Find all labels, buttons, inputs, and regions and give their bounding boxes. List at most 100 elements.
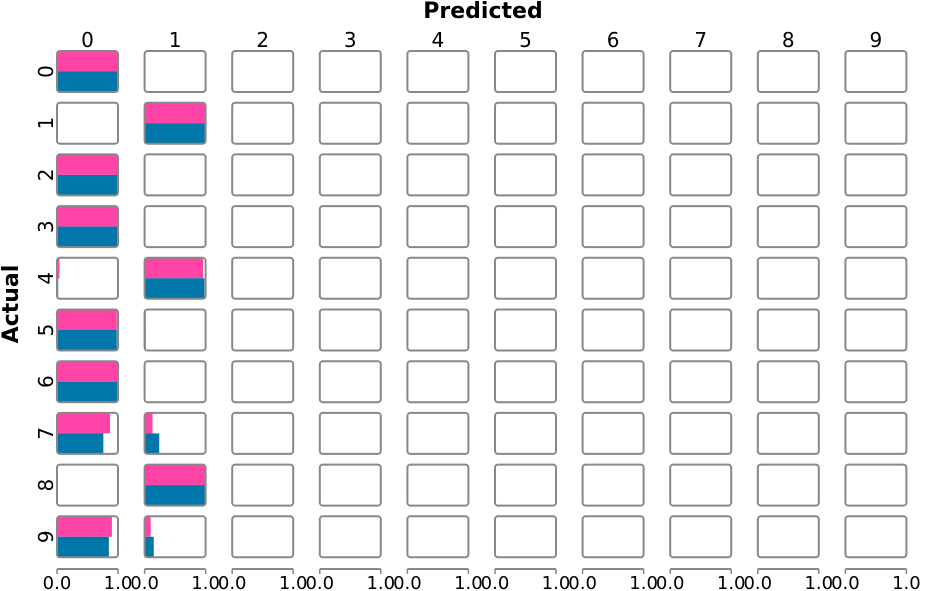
cell-frame bbox=[406, 256, 470, 300]
cell-frame bbox=[318, 101, 382, 145]
cell-frame bbox=[581, 308, 645, 352]
cell-0-4 bbox=[406, 50, 470, 93]
bar bbox=[57, 433, 104, 454]
cell-x-tick-label: 0.0 bbox=[218, 573, 247, 591]
cell-9-4 bbox=[406, 515, 470, 559]
cell-frame bbox=[844, 463, 908, 507]
cell-frame bbox=[669, 101, 733, 145]
cell-frame bbox=[669, 256, 733, 300]
bar bbox=[57, 206, 118, 227]
bar bbox=[57, 536, 109, 558]
cell-frame bbox=[318, 153, 382, 197]
cell-7-6 bbox=[581, 411, 645, 455]
column-label: 3 bbox=[344, 28, 357, 52]
cell-7-7 bbox=[669, 411, 733, 455]
cell-frame bbox=[581, 515, 645, 559]
cell-frame bbox=[56, 101, 119, 145]
bar bbox=[144, 485, 206, 506]
cell-frame bbox=[231, 411, 295, 455]
cell-x-axes: 0.0 1.00.0 1.00.0 1.00.0 1.00.0 1.00.0 1.00.0 1… bbox=[43, 568, 921, 591]
cell-frame bbox=[844, 411, 908, 455]
cell-frame bbox=[756, 153, 820, 197]
cell-5-7 bbox=[669, 308, 733, 352]
cell-7-4 bbox=[406, 411, 470, 455]
cell-frame bbox=[143, 515, 207, 559]
cell-4-4 bbox=[406, 256, 470, 300]
cell-frame bbox=[581, 205, 645, 249]
row-label: 5 bbox=[34, 324, 58, 337]
cell-frame bbox=[143, 463, 207, 507]
row-label: 7 bbox=[34, 427, 58, 440]
cell-frame bbox=[581, 50, 645, 93]
cell-1-5 bbox=[494, 101, 557, 145]
column-label: 1 bbox=[169, 28, 182, 52]
cell-4-0 bbox=[56, 256, 119, 300]
cell-6-7 bbox=[669, 360, 733, 404]
cell-frame bbox=[318, 205, 382, 249]
cell-frame bbox=[231, 360, 295, 404]
cell-x-tick-label: 0.0 bbox=[481, 573, 510, 591]
cell-x-tick-label: 1.0 bbox=[366, 573, 395, 591]
cell-frame bbox=[231, 205, 295, 249]
cell-x-tick-label: 0.0 bbox=[43, 573, 72, 591]
row-label: 0 bbox=[34, 65, 58, 78]
bar bbox=[57, 71, 118, 92]
bar bbox=[144, 412, 153, 434]
cell-3-6 bbox=[581, 205, 645, 249]
cell-frame bbox=[406, 463, 470, 507]
cell-frame bbox=[318, 463, 382, 507]
cell-1-4 bbox=[406, 101, 470, 145]
cell-4-9 bbox=[844, 256, 908, 300]
cell-frame bbox=[56, 308, 119, 352]
cell-5-0 bbox=[56, 308, 119, 352]
cell-5-6 bbox=[581, 308, 645, 352]
cell-6-5 bbox=[494, 360, 557, 404]
cell-8-7 bbox=[669, 463, 733, 507]
cell-0-3 bbox=[318, 50, 382, 93]
cell-frame bbox=[143, 360, 207, 404]
cell-0-2 bbox=[231, 50, 295, 93]
cell-2-4 bbox=[406, 153, 470, 197]
row-label: 2 bbox=[34, 169, 58, 182]
cell-1-8 bbox=[756, 101, 820, 145]
cell-frame bbox=[56, 205, 119, 249]
cell-frame bbox=[844, 205, 908, 249]
row-label: 3 bbox=[34, 220, 58, 233]
cell-x-tick-label: 1.0 bbox=[629, 573, 658, 591]
cell-frame bbox=[406, 101, 470, 145]
cell-frame bbox=[318, 256, 382, 300]
bar bbox=[57, 309, 117, 330]
cell-9-0 bbox=[56, 515, 119, 559]
cell-5-5 bbox=[494, 308, 557, 352]
cell-frame bbox=[581, 256, 645, 300]
cell-frame bbox=[581, 463, 645, 507]
cell-x-tick-label: 0.0 bbox=[568, 573, 597, 591]
cells bbox=[56, 50, 908, 559]
row-label: 6 bbox=[34, 375, 58, 388]
cell-frame bbox=[669, 360, 733, 404]
cell-x-tick-label: 1.0 bbox=[104, 573, 133, 591]
cell-6-3 bbox=[318, 360, 382, 404]
cell-1-7 bbox=[669, 101, 733, 145]
column-label: 5 bbox=[519, 28, 532, 52]
cell-frame bbox=[318, 50, 382, 93]
cell-4-2 bbox=[231, 256, 295, 300]
cell-4-3 bbox=[318, 256, 382, 300]
cell-1-1 bbox=[143, 101, 207, 145]
cell-0-1 bbox=[143, 50, 207, 93]
cell-2-2 bbox=[231, 153, 295, 197]
cell-frame bbox=[406, 205, 470, 249]
column-labels: 0 1 2 3 4 5 6 7 8 9 bbox=[81, 28, 882, 52]
column-label: 2 bbox=[256, 28, 269, 52]
cell-7-1 bbox=[143, 411, 207, 455]
cell-4-1 bbox=[143, 256, 207, 300]
cell-2-7 bbox=[669, 153, 733, 197]
cell-x-tick-label: 1.0 bbox=[804, 573, 833, 591]
cell-2-3 bbox=[318, 153, 382, 197]
cell-8-5 bbox=[494, 463, 557, 507]
cell-frame bbox=[494, 153, 557, 197]
cell-frame bbox=[406, 515, 470, 559]
cell-3-3 bbox=[318, 205, 382, 249]
cell-frame bbox=[406, 153, 470, 197]
